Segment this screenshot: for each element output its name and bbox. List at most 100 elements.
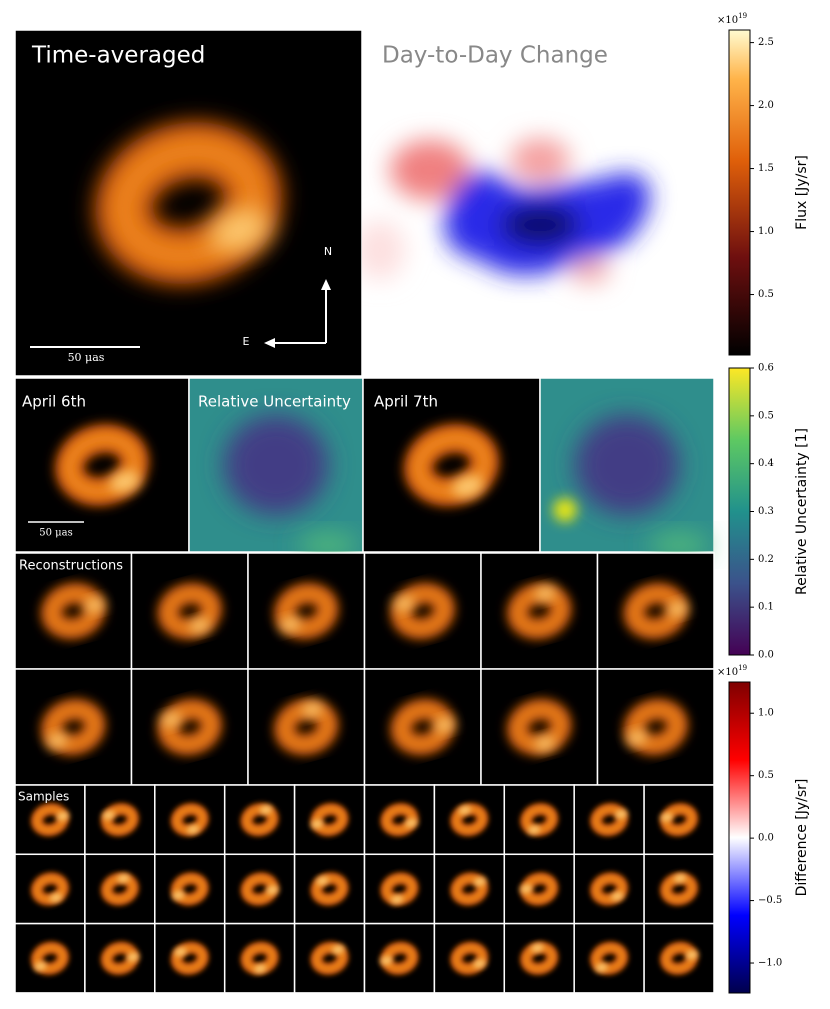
ring-core	[103, 874, 137, 904]
multiplier-base: ×10	[717, 667, 738, 678]
ring	[380, 942, 419, 975]
ring	[171, 872, 209, 906]
image-bg	[363, 784, 436, 856]
ring	[95, 122, 282, 284]
hotspot	[685, 950, 699, 960]
ring-core	[312, 944, 347, 973]
blob	[553, 498, 577, 522]
image-bg	[247, 552, 366, 670]
image-bg	[223, 853, 296, 925]
hotspot	[660, 812, 673, 822]
ring	[310, 942, 349, 975]
ring	[404, 424, 499, 506]
image-bg	[643, 784, 715, 856]
image-bg	[293, 853, 366, 925]
ring	[508, 699, 571, 755]
hotspot	[405, 818, 418, 828]
ring	[240, 872, 279, 906]
image-bg	[130, 552, 249, 670]
image-bg	[223, 922, 296, 994]
tick-label: −1.0	[758, 958, 782, 969]
ring	[42, 583, 105, 639]
ring	[508, 583, 571, 639]
hotspot	[458, 805, 471, 815]
blob	[574, 415, 680, 515]
ring	[42, 699, 105, 755]
image-bg	[573, 922, 645, 994]
image-bg	[433, 922, 506, 994]
scale-label: 50 μas	[39, 528, 73, 539]
hotspot	[390, 895, 404, 904]
image-bg	[363, 552, 482, 670]
hotspot	[520, 884, 533, 894]
ring-core	[662, 805, 696, 834]
colorbar-fill	[728, 367, 751, 656]
hotspot	[279, 617, 301, 632]
hotspot	[316, 876, 329, 886]
ring	[450, 872, 489, 906]
ring	[240, 942, 279, 975]
ring	[101, 803, 139, 836]
ring	[450, 942, 489, 975]
image-bg	[362, 377, 541, 553]
ring	[310, 872, 349, 906]
image-bg	[154, 853, 226, 925]
hotspot	[473, 877, 487, 887]
image-bg	[596, 552, 715, 670]
hotspot	[126, 952, 140, 962]
hotspot	[102, 810, 115, 820]
colorbar: 0.0 0.1 0.2 0.3 0.4 0.5 0.6 Relative Uncertaint…	[728, 363, 810, 661]
hotspot	[253, 964, 267, 974]
image-bg	[480, 552, 599, 670]
ring-core	[162, 703, 218, 751]
difference-map	[362, 138, 650, 284]
hotspot	[611, 891, 624, 901]
hotspot	[209, 208, 271, 252]
hotspot	[266, 885, 279, 895]
tick-label: 0.0	[758, 650, 774, 661]
colorbar-fill	[728, 29, 751, 356]
image-bg	[130, 668, 249, 786]
image-bg	[293, 784, 366, 856]
ring	[660, 872, 698, 906]
image-bg	[84, 853, 156, 925]
ring-core	[511, 587, 567, 635]
blob	[649, 533, 710, 557]
image-bg	[503, 922, 575, 994]
ring	[310, 803, 349, 836]
panel-title: Time-averaged	[31, 43, 205, 69]
images	[14, 29, 715, 994]
tick-label: 0.5	[758, 410, 774, 421]
hotspot	[117, 874, 130, 883]
image-bg	[14, 377, 190, 553]
tick-label: 0.6	[758, 363, 774, 374]
tick-label: 1.5	[758, 163, 774, 174]
ring-core	[33, 944, 67, 973]
ring	[520, 803, 558, 836]
colorbar: −1.0 −0.5 0.0 0.5 1.0 Difference [Jy/sr] ×1019	[717, 664, 810, 994]
colorbar-label: Relative Uncertainty [1]	[794, 428, 810, 595]
ring-core	[522, 805, 556, 834]
multiplier-exponent: 19	[738, 664, 747, 672]
image-bg	[84, 784, 156, 856]
ring	[275, 583, 338, 639]
blob	[510, 138, 570, 182]
image-bg	[14, 552, 133, 670]
hotspot	[172, 891, 185, 900]
image-bg	[503, 853, 575, 925]
colorbar-label: Flux [Jy/sr]	[794, 155, 810, 230]
panel-title: Samples	[18, 790, 69, 804]
hotspot	[46, 733, 68, 748]
blob	[390, 140, 470, 200]
hotspot	[380, 956, 393, 965]
ring	[171, 803, 209, 836]
ring	[660, 803, 698, 836]
ring-core	[173, 944, 207, 973]
blob	[500, 203, 580, 247]
ring-core	[278, 703, 334, 751]
hotspot	[160, 712, 182, 727]
image-bg	[84, 922, 156, 994]
image-bg	[643, 853, 715, 925]
tick-label: 0.0	[758, 833, 774, 844]
tick-label: 0.2	[758, 554, 774, 565]
